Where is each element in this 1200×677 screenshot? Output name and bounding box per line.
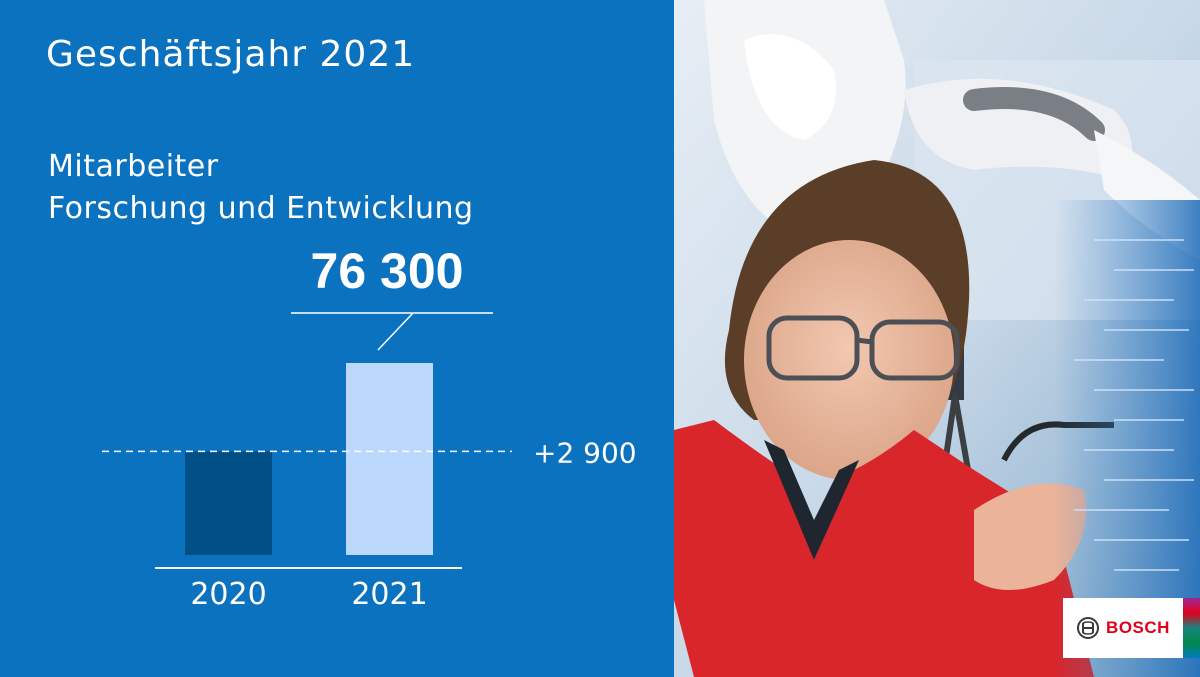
bosch-logo-text: BOSCH bbox=[1106, 618, 1170, 637]
chart-title: Mitarbeiter Forschung und Entwicklung bbox=[48, 146, 474, 230]
brand-color-strip bbox=[1183, 598, 1200, 658]
bosch-logo: BOSCH bbox=[1063, 598, 1183, 658]
value-callout-line bbox=[291, 312, 493, 351]
bar-2020 bbox=[185, 451, 272, 555]
chart-title-line-2: Forschung und Entwicklung bbox=[48, 191, 474, 226]
bar-chart: 2020 2021 +2 900 76 300 bbox=[102, 243, 637, 612]
chart-panel: Geschäftsjahr 2021 Mitarbeiter Forschung… bbox=[0, 0, 674, 677]
value-label-2021: 76 300 bbox=[311, 243, 464, 299]
page-title: Geschäftsjahr 2021 bbox=[46, 34, 416, 75]
chart-title-line-1: Mitarbeiter bbox=[48, 149, 219, 184]
x-tick-label-2021: 2021 bbox=[351, 577, 427, 612]
photo-engineer bbox=[674, 0, 1200, 677]
bar-2021 bbox=[346, 363, 433, 555]
bosch-armature-icon bbox=[1077, 617, 1100, 639]
delta-label: +2 900 bbox=[533, 436, 637, 469]
x-tick-label-2020: 2020 bbox=[190, 577, 266, 612]
